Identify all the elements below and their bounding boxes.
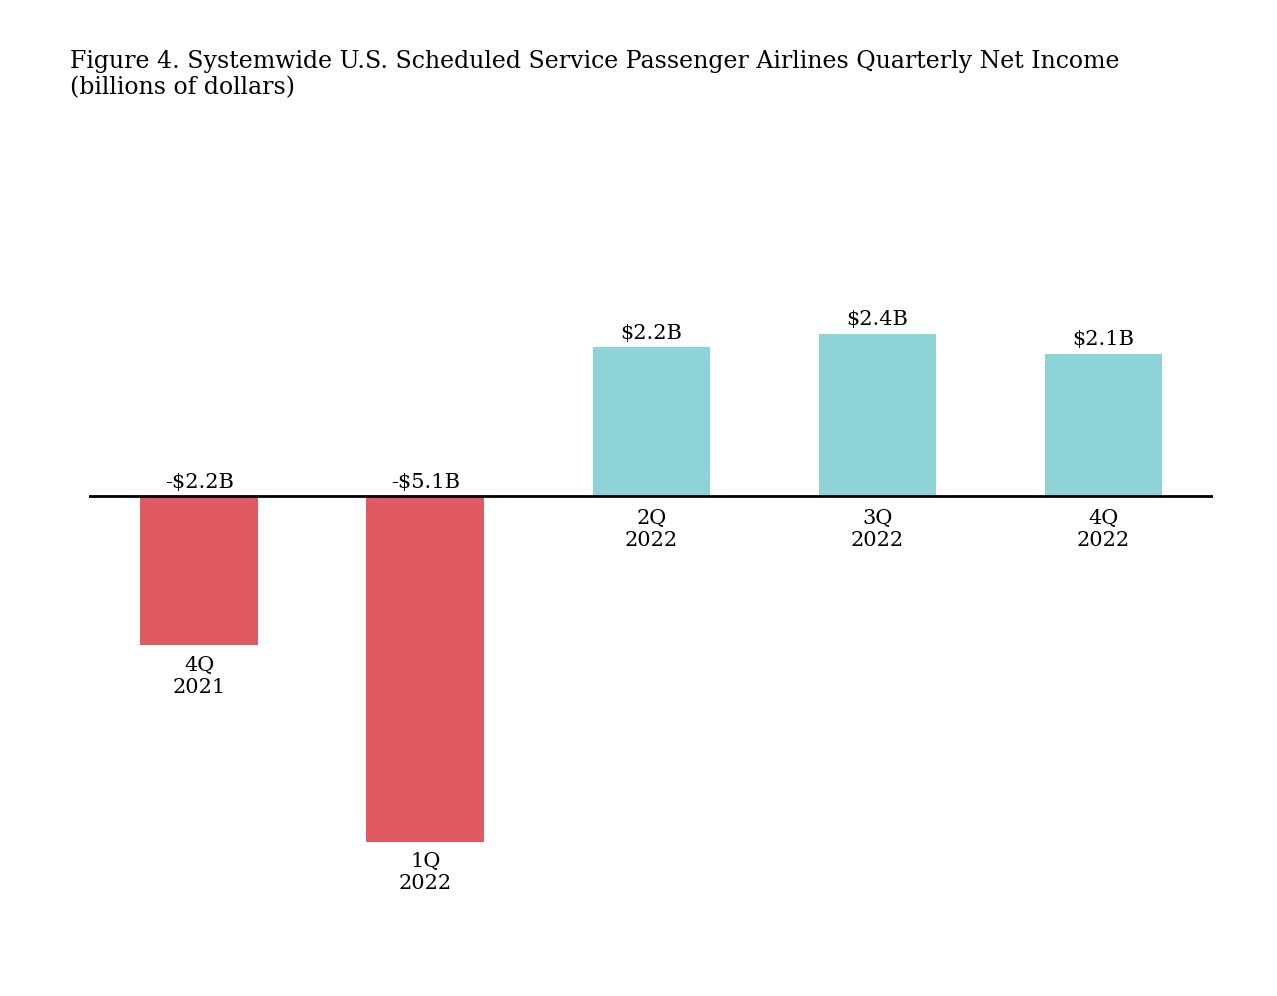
Text: -$2.2B: -$2.2B [165, 473, 234, 492]
Text: 4Q
2021: 4Q 2021 [172, 655, 226, 696]
Bar [593, 348, 710, 496]
Text: $2.2B: $2.2B [621, 324, 682, 343]
Bar [140, 496, 258, 645]
Bar [366, 496, 484, 842]
Text: 4Q
2022: 4Q 2022 [1077, 509, 1130, 550]
Text: $2.4B: $2.4B [847, 310, 908, 329]
Bar [1045, 355, 1162, 496]
Text: Figure 4. Systemwide U.S. Scheduled Service Passenger Airlines Quarterly Net Inc: Figure 4. Systemwide U.S. Scheduled Serv… [70, 50, 1120, 100]
Text: 2Q
2022: 2Q 2022 [624, 509, 678, 550]
Text: -$5.1B: -$5.1B [391, 473, 460, 492]
Text: 1Q
2022: 1Q 2022 [398, 852, 452, 893]
Text: 3Q
2022: 3Q 2022 [850, 509, 904, 550]
Text: $2.1B: $2.1B [1073, 331, 1134, 350]
Bar [819, 334, 936, 496]
